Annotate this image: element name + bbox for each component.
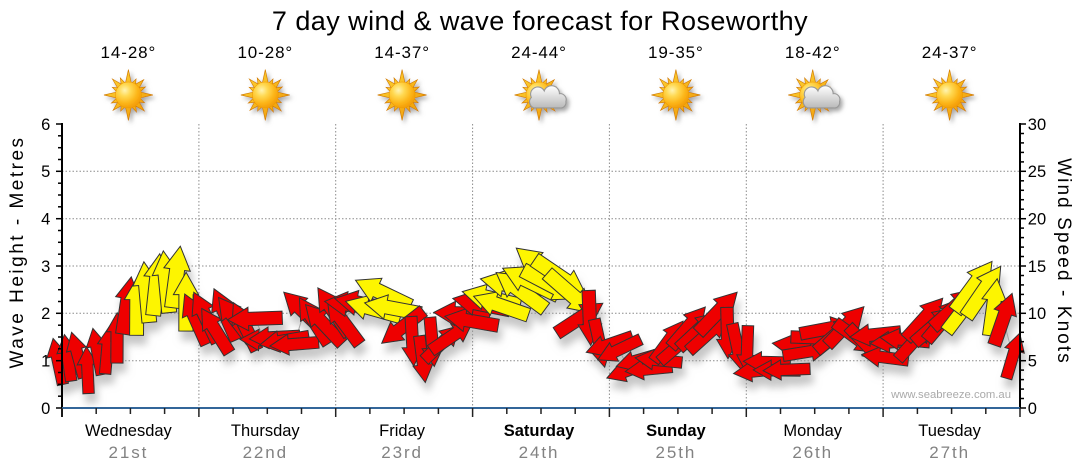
svg-text:Tuesday: Tuesday bbox=[918, 422, 981, 440]
svg-text:0: 0 bbox=[1028, 400, 1037, 418]
svg-text:0: 0 bbox=[41, 400, 50, 418]
svg-text:27th: 27th bbox=[929, 443, 970, 462]
svg-text:3: 3 bbox=[41, 258, 50, 276]
svg-text:14-37°: 14-37° bbox=[374, 43, 430, 62]
svg-text:22nd: 22nd bbox=[243, 443, 288, 462]
svg-text:25th: 25th bbox=[656, 443, 697, 462]
svg-text:6: 6 bbox=[41, 116, 50, 134]
svg-text:10-28°: 10-28° bbox=[237, 43, 293, 62]
svg-text:26th: 26th bbox=[792, 443, 833, 462]
svg-text:Thursday: Thursday bbox=[231, 422, 301, 440]
svg-text:23rd: 23rd bbox=[381, 443, 423, 462]
svg-text:25: 25 bbox=[1028, 163, 1046, 181]
svg-text:4: 4 bbox=[41, 211, 50, 229]
svg-text:Friday: Friday bbox=[379, 422, 426, 440]
svg-text:7 day wind & wave forecast for: 7 day wind & wave forecast for Roseworth… bbox=[272, 6, 808, 36]
svg-text:10: 10 bbox=[1028, 305, 1046, 323]
svg-text:21st: 21st bbox=[109, 443, 149, 462]
svg-text:Sunday: Sunday bbox=[646, 422, 706, 440]
svg-text:24-37°: 24-37° bbox=[922, 43, 978, 62]
svg-text:24-44°: 24-44° bbox=[511, 43, 567, 62]
svg-text:5: 5 bbox=[41, 163, 50, 181]
svg-text:5: 5 bbox=[1028, 353, 1037, 371]
svg-text:20: 20 bbox=[1028, 211, 1046, 229]
svg-text:www.seabreeze.com.au: www.seabreeze.com.au bbox=[890, 389, 1011, 401]
svg-text:Monday: Monday bbox=[783, 422, 842, 440]
svg-text:24th: 24th bbox=[519, 443, 560, 462]
svg-text:Wednesday: Wednesday bbox=[85, 422, 173, 440]
svg-text:Wave Height - Metres: Wave Height - Metres bbox=[7, 135, 28, 368]
svg-text:19-35°: 19-35° bbox=[648, 43, 704, 62]
svg-text:18-42°: 18-42° bbox=[785, 43, 841, 62]
svg-text:14-28°: 14-28° bbox=[101, 43, 157, 62]
svg-text:1: 1 bbox=[41, 353, 50, 371]
svg-text:Saturday: Saturday bbox=[504, 422, 575, 440]
svg-text:Wind Speed - Knots: Wind Speed - Knots bbox=[1053, 158, 1074, 365]
svg-text:2: 2 bbox=[41, 305, 50, 323]
svg-text:30: 30 bbox=[1028, 116, 1046, 134]
svg-text:15: 15 bbox=[1028, 258, 1046, 276]
